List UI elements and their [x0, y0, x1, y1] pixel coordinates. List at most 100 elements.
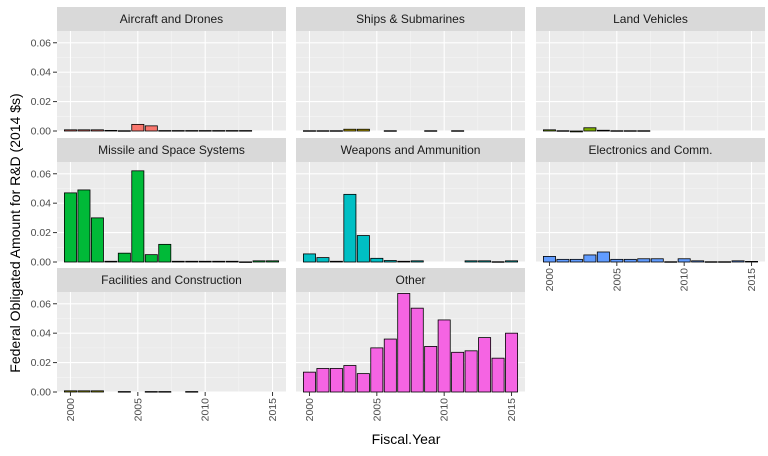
bar-ships-submarines-2001: [316, 130, 330, 132]
bar-weapons-and-ammunition-2000: [303, 253, 316, 263]
bar-land-vehicles-2002: [569, 130, 583, 133]
facet-strip: [536, 7, 765, 31]
x-tick-label: 2015: [267, 398, 279, 422]
bar-electronics-and-comm-2013: [718, 261, 732, 263]
bar-weapons-and-ammunition-2008: [410, 260, 424, 263]
bar-electronics-and-comm-2015: [745, 261, 758, 263]
bar-other-2010: [437, 319, 451, 393]
bar-other-2006: [383, 338, 397, 393]
bar-aircraft-and-drones-2007: [158, 130, 172, 132]
facet-missile-and-space-systems: Missile and Space Systems 0.00 0.02 0.04 0.0…: [31, 138, 286, 269]
bar-weapons-and-ammunition-2015: [505, 260, 518, 263]
bar-weapons-and-ammunition-2002: [329, 260, 343, 263]
bar-weapons-and-ammunition-2014: [491, 261, 505, 263]
x-tick-label: 2010: [439, 398, 451, 422]
y-tick-label: 0.04: [31, 328, 52, 340]
bar-missile-and-space-systems-2014: [252, 260, 266, 263]
y-tick-label: 0.06: [31, 298, 52, 310]
bar-electronics-and-comm-2007: [637, 258, 651, 263]
bar-aircraft-and-drones-2003: [104, 130, 118, 132]
bar-other-2005: [370, 347, 384, 393]
bar-missile-and-space-systems-2000: [64, 192, 77, 263]
bar-missile-and-space-systems-2002: [90, 217, 104, 263]
bar-land-vehicles-2007: [637, 130, 651, 132]
bar-land-vehicles-2004: [596, 129, 610, 132]
y-tick-label: 0.02: [31, 96, 52, 108]
facet-title: Ships & Submarines: [356, 12, 465, 26]
y-tick-label: 0.02: [31, 357, 52, 369]
bar-missile-and-space-systems-2010: [198, 260, 212, 263]
bar-aircraft-and-drones-2012: [225, 130, 239, 132]
bar-land-vehicles-2001: [556, 130, 570, 132]
x-tick-label: 2005: [611, 268, 623, 292]
bar-ships-submarines-2002: [329, 130, 343, 132]
bar-weapons-and-ammunition-2007: [397, 260, 411, 263]
facet-weapons-and-ammunition: Weapons and Ammunition: [296, 138, 525, 263]
bar-facilities-and-construction-2006: [144, 391, 158, 393]
facet-aircraft-and-drones: Aircraft and Drones 0.00 0.02 0.04 0.06: [31, 7, 286, 138]
bar-missile-and-space-systems-2007: [158, 243, 172, 263]
bar-electronics-and-comm-2010: [677, 258, 691, 263]
bar-electronics-and-comm-2002: [569, 258, 583, 263]
bar-electronics-and-comm-2009: [664, 261, 678, 263]
bar-missile-and-space-systems-2001: [77, 189, 91, 263]
bar-missile-and-space-systems-2015: [266, 260, 279, 263]
y-tick-label: 0.00: [31, 257, 52, 269]
bar-other-2001: [316, 368, 330, 393]
facet-title: Other: [395, 273, 425, 287]
bar-land-vehicles-2000: [543, 129, 556, 132]
bar-aircraft-and-drones-2010: [198, 130, 212, 132]
bar-electronics-and-comm-2000: [543, 256, 556, 263]
bar-other-2014: [491, 357, 505, 393]
bar-aircraft-and-drones-2011: [212, 130, 226, 132]
bar-aircraft-and-drones-2013: [239, 130, 253, 132]
bar-other-2011: [451, 351, 465, 393]
facet-strip: [296, 138, 525, 162]
bar-missile-and-space-systems-2004: [117, 252, 131, 263]
x-tick-label: 2010: [200, 398, 212, 422]
bar-ships-submarines-2003: [343, 128, 357, 132]
x-tick-label: 2015: [506, 398, 518, 422]
y-tick-label: 0.00: [31, 126, 52, 138]
bar-ships-submarines-2009: [424, 130, 438, 132]
bar-electronics-and-comm-2011: [691, 260, 705, 263]
bar-missile-and-space-systems-2012: [225, 260, 239, 263]
y-tick-label: 0.02: [31, 227, 52, 239]
bar-other-2004: [356, 373, 370, 393]
bar-weapons-and-ammunition-2012: [464, 260, 478, 263]
bar-other-2013: [478, 337, 492, 393]
bar-weapons-and-ammunition-2013: [478, 260, 492, 263]
bar-aircraft-and-drones-2005: [131, 123, 145, 132]
bar-electronics-and-comm-2012: [704, 261, 718, 263]
bar-other-2002: [329, 368, 343, 393]
bar-missile-and-space-systems-2013: [239, 261, 253, 263]
facet-other: Other 2000 2005 2010 2015: [296, 268, 525, 421]
bar-other-2015: [505, 332, 518, 393]
bar-electronics-and-comm-2008: [650, 258, 664, 263]
facet-strip: [536, 138, 765, 162]
bar-aircraft-and-drones-2009: [185, 130, 199, 132]
x-tick-label: 2000: [544, 268, 556, 292]
x-tick-label: 2010: [679, 268, 691, 292]
facet-title: Facilities and Construction: [101, 273, 242, 287]
facet-facilities-and-construction: Facilities and Construction 0.00 0.02 0.04 0…: [31, 268, 286, 421]
bar-weapons-and-ammunition-2001: [316, 257, 330, 263]
facet-strip: [296, 268, 525, 292]
bar-land-vehicles-2003: [583, 127, 597, 132]
facet-title: Land Vehicles: [613, 12, 688, 26]
bar-weapons-and-ammunition-2006: [383, 260, 397, 263]
y-tick-label: 0.00: [31, 387, 52, 399]
bar-electronics-and-comm-2005: [610, 258, 624, 263]
bar-other-2009: [424, 346, 438, 393]
facet-title: Electronics and Comm.: [588, 143, 712, 157]
x-tick-label: 2000: [65, 398, 77, 422]
bar-ships-submarines-2006: [383, 130, 397, 132]
bar-ships-submarines-2000: [303, 130, 316, 132]
bar-land-vehicles-2006: [623, 130, 637, 132]
bar-weapons-and-ammunition-2005: [370, 257, 384, 263]
y-tick-label: 0.06: [31, 168, 52, 180]
facet-title: Aircraft and Drones: [120, 12, 223, 26]
bar-aircraft-and-drones-2008: [171, 130, 185, 132]
bar-weapons-and-ammunition-2003: [343, 193, 357, 263]
x-tick-label: 2005: [132, 398, 144, 422]
